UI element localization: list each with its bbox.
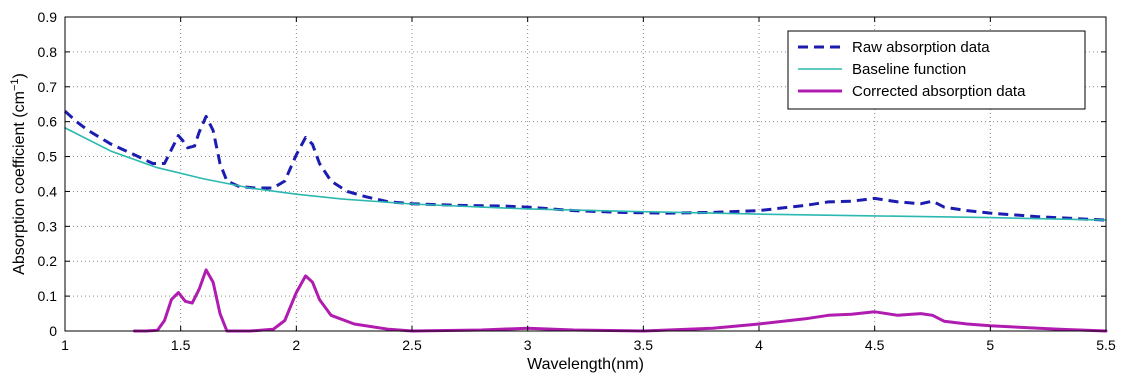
y-tick-label: 0.4 xyxy=(38,183,58,199)
series-line-1 xyxy=(63,110,1107,222)
series-line-3 xyxy=(132,268,1108,333)
x-tick-label: 5 xyxy=(986,337,994,353)
y-tick-label: 0.8 xyxy=(38,44,58,60)
x-tick-label: 4.5 xyxy=(865,337,885,353)
legend-box xyxy=(787,30,1086,110)
y-tick-label: 0.3 xyxy=(38,218,58,234)
x-tick-label: 3.5 xyxy=(634,337,654,353)
x-tick-label: 2 xyxy=(292,337,300,353)
series-line-2 xyxy=(64,127,1107,221)
x-tick-label: 1 xyxy=(61,337,69,353)
y-axis-title-main: Absorption coefficient (cm xyxy=(11,91,28,275)
y-tick-label: 0.9 xyxy=(38,9,58,25)
legend-label: Raw absorption data xyxy=(852,39,990,56)
grid-lines xyxy=(65,17,1106,331)
legend-label: Corrected absorption data xyxy=(852,83,1026,100)
x-axis-title: Wavelength(nm) xyxy=(527,356,644,373)
y-tick-label: 0.6 xyxy=(38,114,58,130)
y-tick-label: 0.7 xyxy=(38,79,58,95)
x-tick-label: 5.5 xyxy=(1096,337,1116,353)
y-axis-title-close: ) xyxy=(11,73,28,78)
y-tick-label: 0.5 xyxy=(38,149,58,165)
axis-ticks: 1 1.5 2 2.5 3 3.5 4 4.5 5 5.5 0 0.1 0.2 0.3 0.4 0.5 0.6 0… xyxy=(38,9,1116,353)
y-axis-title-superscript: −1 xyxy=(9,78,21,91)
y-tick-label: 0 xyxy=(49,323,57,339)
y-tick-label: 0.2 xyxy=(38,253,58,269)
x-tick-label: 1.5 xyxy=(171,337,191,353)
x-tick-label: 2.5 xyxy=(402,337,422,353)
plot-frame xyxy=(64,16,1107,332)
x-tick-label: 3 xyxy=(524,337,532,353)
x-tick-label: 4 xyxy=(755,337,763,353)
y-axis-title: Absorption coefficient (cm−1) xyxy=(9,73,28,275)
legend-label: Baseline function xyxy=(852,61,966,78)
y-tick-label: 0.1 xyxy=(38,288,58,304)
legend: Raw absorption data Baseline function Corr… xyxy=(787,30,1086,110)
series-layer xyxy=(63,110,1108,333)
